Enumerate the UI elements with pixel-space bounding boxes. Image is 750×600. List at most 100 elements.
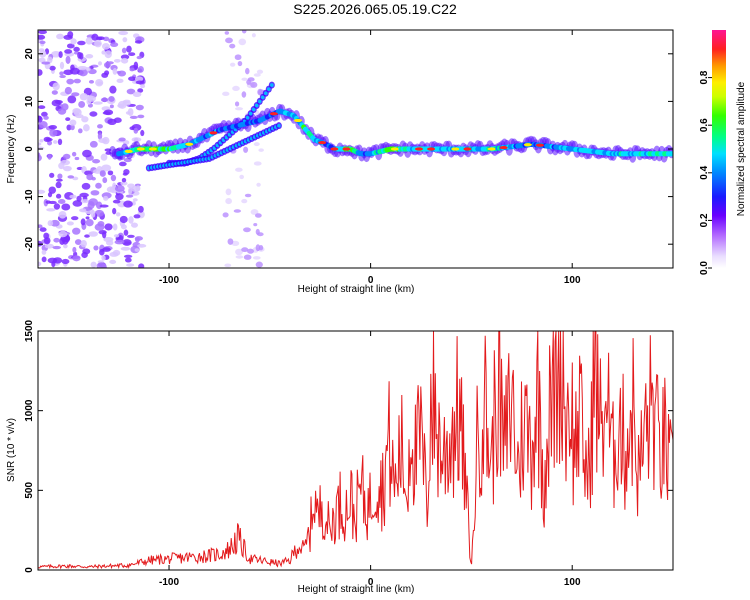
noise-speckle: [41, 61, 51, 65]
noise-speckle: [85, 219, 94, 227]
noise-speckle: [80, 208, 87, 213]
noise-speckle: [132, 91, 142, 98]
spectrogram-xtick-label: -100: [159, 275, 179, 286]
noise-speckle: [229, 43, 236, 49]
noise-speckle: [137, 88, 144, 93]
noise-speckle: [229, 62, 236, 67]
noise-speckle: [98, 230, 107, 235]
noise-speckle: [89, 140, 98, 148]
noise-speckle: [41, 111, 48, 117]
noise-speckle: [115, 193, 124, 201]
snr-ytick-label: 1000: [24, 399, 35, 422]
noise-speckle: [41, 256, 47, 263]
noise-speckle: [123, 200, 133, 208]
noise-speckle: [129, 115, 138, 120]
noise-speckle: [74, 239, 82, 245]
snr-xtick-label: 0: [368, 577, 374, 588]
colorbar-gradient: [712, 30, 726, 268]
noise-speckle: [52, 82, 60, 91]
noise-speckle: [126, 88, 136, 95]
noise-speckle: [97, 132, 103, 140]
noise-speckle: [122, 239, 132, 246]
noise-speckle: [77, 128, 83, 134]
noise-speckle: [77, 65, 88, 71]
ridge-peak: [427, 147, 436, 151]
noise-speckle: [128, 216, 134, 224]
noise-speckle: [85, 37, 93, 45]
noise-speckle: [140, 129, 145, 137]
noise-speckle: [134, 40, 143, 44]
noise-speckle: [51, 90, 58, 95]
noise-speckle: [61, 103, 69, 111]
noise-speckle: [225, 37, 233, 44]
ridge-peak: [487, 147, 496, 151]
noise-speckle: [126, 45, 132, 53]
noise-speckle: [227, 238, 234, 245]
noise-speckle: [58, 210, 67, 219]
noise-speckle: [123, 229, 129, 236]
noise-speckle: [43, 115, 49, 120]
noise-speckle: [48, 124, 58, 130]
noise-speckle: [87, 201, 95, 210]
noise-speckle: [257, 88, 263, 96]
noise-speckle: [84, 234, 90, 238]
noise-speckle: [59, 71, 64, 76]
noise-speckle: [128, 187, 133, 195]
noise-speckle: [38, 34, 46, 40]
snr-frame: [37, 330, 674, 571]
noise-speckle: [55, 181, 62, 189]
noise-speckle: [123, 254, 133, 258]
noise-speckle: [74, 156, 80, 161]
noise-speckle: [109, 85, 117, 94]
noise-speckle: [38, 57, 46, 63]
noise-speckle: [241, 198, 248, 204]
noise-speckle: [131, 137, 142, 142]
spectrogram-xlabel: Height of straight line (km): [298, 284, 415, 295]
noise-speckle: [235, 248, 243, 256]
noise-speckle: [103, 62, 111, 68]
noise-speckle: [82, 149, 92, 158]
noise-speckle: [63, 165, 72, 172]
noise-speckle: [86, 98, 92, 105]
noise-speckle: [63, 243, 68, 249]
noise-speckle: [134, 237, 140, 243]
ridge-peak: [390, 147, 399, 151]
noise-speckle: [256, 182, 261, 187]
noise-speckle: [88, 231, 98, 237]
noise-speckle: [140, 84, 146, 89]
noise-speckle: [101, 263, 107, 268]
noise-speckle: [243, 146, 249, 153]
noise-speckle: [234, 54, 242, 61]
noise-speckle: [233, 209, 241, 213]
noise-speckle: [125, 194, 134, 198]
spectrogram-xtick-label: 0: [368, 275, 374, 286]
branch-core: [251, 107, 256, 112]
noise-speckle: [120, 181, 128, 186]
ridge-mark: [669, 151, 673, 157]
noise-speckle: [62, 237, 69, 245]
snr-ytick-label: 0: [24, 567, 35, 573]
noise-speckle: [71, 216, 79, 221]
noise-speckle: [69, 119, 77, 126]
noise-speckle: [103, 36, 110, 42]
noise-speckle: [243, 254, 252, 260]
noise-speckle: [241, 77, 248, 81]
noise-speckle: [137, 243, 147, 248]
noise-speckle: [109, 104, 114, 109]
noise-speckle: [93, 101, 103, 105]
noise-speckle: [120, 246, 131, 251]
branch-core: [254, 103, 259, 108]
branch-core: [257, 99, 262, 104]
noise-speckle: [97, 124, 103, 129]
noise-speckle: [120, 57, 129, 64]
noise-speckle: [88, 80, 95, 84]
noise-speckle: [235, 255, 244, 259]
noise-speckle: [38, 142, 42, 146]
noise-speckle: [98, 138, 108, 144]
noise-speckle: [255, 261, 263, 268]
noise-speckle: [119, 215, 128, 224]
noise-speckle: [132, 198, 138, 202]
